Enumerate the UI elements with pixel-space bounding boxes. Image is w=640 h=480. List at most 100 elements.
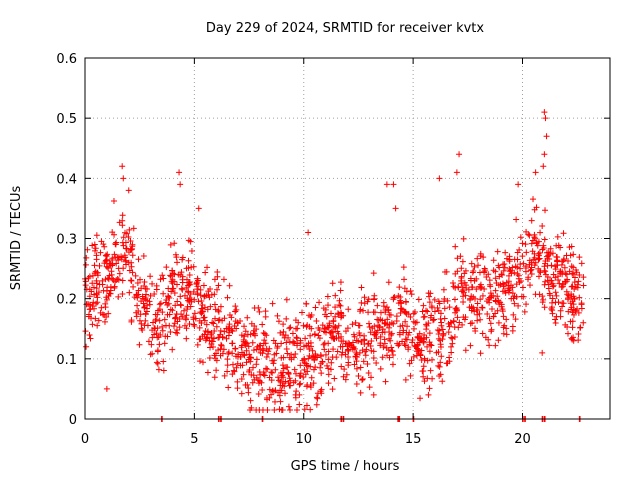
data-point [449,335,456,342]
data-point [111,251,118,258]
data-point [264,396,271,403]
data-point [388,331,395,338]
data-point [578,300,585,307]
data-point [215,347,222,354]
data-point [243,359,250,366]
data-point [109,275,116,282]
data-point [511,300,518,307]
data-point [274,312,281,319]
data-point [151,291,158,298]
data-point [121,229,128,236]
data-point [569,283,576,290]
data-point [224,356,231,363]
data-point [494,248,501,255]
data-point [490,257,497,264]
data-point [216,334,223,341]
data-point [232,308,239,315]
data-point [514,270,521,277]
data-point [173,281,180,288]
data-point [399,338,406,345]
data-point [305,229,312,236]
data-point [322,306,329,313]
data-point [279,406,286,413]
data-point [82,261,89,268]
data-point [401,308,408,315]
data-point [119,163,126,170]
data-point [116,270,123,277]
data-point [549,299,556,306]
data-point [204,369,211,376]
data-point [438,353,445,360]
data-point [111,231,118,238]
data-point [153,359,160,366]
data-point [486,315,493,322]
data-point [98,304,105,311]
data-point [286,325,293,332]
data-point [317,388,324,395]
data-point [307,363,314,370]
data-point [398,300,405,307]
data-point [107,290,114,297]
data-point [419,308,426,315]
data-point [177,181,184,188]
data-point [186,294,193,301]
data-point [119,277,126,284]
data-point [552,266,559,273]
data-point [191,323,198,330]
data-point [92,245,99,252]
data-point [177,301,184,308]
data-point [174,318,181,325]
data-point [194,341,201,348]
data-point [408,291,415,298]
data-point [206,355,213,362]
data-point [102,258,109,265]
data-point [131,294,138,301]
data-point [319,322,326,329]
data-point [134,302,141,309]
data-point [127,277,134,284]
data-point [120,234,127,241]
data-point [218,342,225,349]
data-point [123,245,130,252]
data-point [426,330,433,337]
data-point [194,291,201,298]
data-point [290,379,297,386]
data-point [441,295,448,302]
data-point [103,294,110,301]
data-point [278,354,285,361]
data-point [449,340,456,347]
data-point [514,264,521,271]
data-point [570,271,577,278]
data-point [197,292,204,299]
data-point [292,394,299,401]
data-point [498,303,505,310]
data-point [110,198,117,205]
data-point [373,335,380,342]
data-point [228,314,235,321]
data-point [113,260,120,267]
data-point [382,378,389,385]
data-point [180,307,187,314]
data-point [366,384,373,391]
data-point [469,269,476,276]
data-point [388,319,395,326]
data-point [513,216,520,223]
data-point [547,245,554,252]
data-point [518,293,525,300]
data-point [526,232,533,239]
data-point [96,262,103,269]
data-point [217,331,224,338]
data-point [411,325,418,332]
data-point [497,299,504,306]
data-point [440,286,447,293]
data-point [543,133,550,140]
data-point [166,311,173,318]
data-point [473,306,480,313]
data-point [460,299,467,306]
data-point [199,359,206,366]
data-point [565,292,572,299]
data-point [144,285,151,292]
data-point [552,316,559,323]
data-point [304,382,311,389]
data-point [282,378,289,385]
